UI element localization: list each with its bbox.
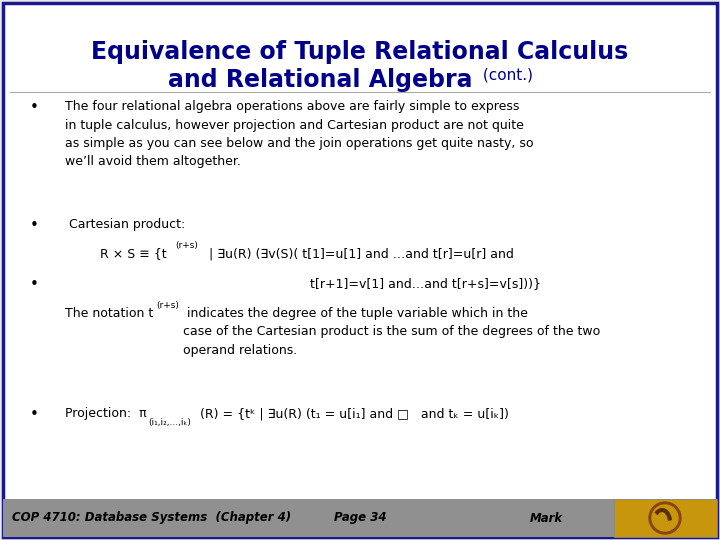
Text: Equivalence of Tuple Relational Calculus: Equivalence of Tuple Relational Calculus	[91, 40, 629, 64]
FancyBboxPatch shape	[3, 3, 717, 537]
Text: The notation t: The notation t	[65, 307, 153, 320]
Text: Mark: Mark	[530, 511, 563, 524]
Text: (cont.): (cont.)	[478, 68, 533, 83]
Text: •: •	[30, 100, 39, 115]
FancyBboxPatch shape	[614, 499, 717, 537]
Text: (i₁,i₂,...,iₖ): (i₁,i₂,...,iₖ)	[148, 418, 191, 427]
Text: COP 4710: Database Systems  (Chapter 4): COP 4710: Database Systems (Chapter 4)	[12, 511, 291, 524]
Text: (r+s): (r+s)	[175, 241, 198, 250]
Text: •: •	[30, 407, 39, 422]
Text: t[r+1]=v[1] and…and t[r+s]=v[s]))}: t[r+1]=v[1] and…and t[r+s]=v[s]))}	[310, 277, 541, 290]
Text: Projection:  π: Projection: π	[65, 407, 147, 420]
Text: (R) = {tᵏ | ∃u(R) (t₁ = u[i₁] and □   and tₖ = u[iₖ]): (R) = {tᵏ | ∃u(R) (t₁ = u[i₁] and □ and …	[200, 407, 509, 420]
Text: (r+s): (r+s)	[156, 301, 179, 310]
Text: •: •	[30, 277, 39, 292]
Text: The four relational algebra operations above are fairly simple to express
in tup: The four relational algebra operations a…	[65, 100, 534, 168]
Text: •: •	[30, 218, 39, 233]
Text: Page 34: Page 34	[334, 511, 386, 524]
Text: and Relational Algebra: and Relational Algebra	[168, 68, 472, 92]
Text: Cartesian product:: Cartesian product:	[65, 218, 185, 231]
FancyBboxPatch shape	[3, 499, 717, 537]
Text: | ∃u(R) (∃v(S)( t[1]=u[1] and …and t[r]=u[r] and: | ∃u(R) (∃v(S)( t[1]=u[1] and …and t[r]=…	[205, 247, 514, 260]
Text: indicates the degree of the tuple variable which in the
case of the Cartesian pr: indicates the degree of the tuple variab…	[183, 307, 600, 357]
Circle shape	[649, 502, 681, 534]
Text: R × S ≡ {t: R × S ≡ {t	[100, 247, 166, 260]
Circle shape	[652, 505, 678, 531]
